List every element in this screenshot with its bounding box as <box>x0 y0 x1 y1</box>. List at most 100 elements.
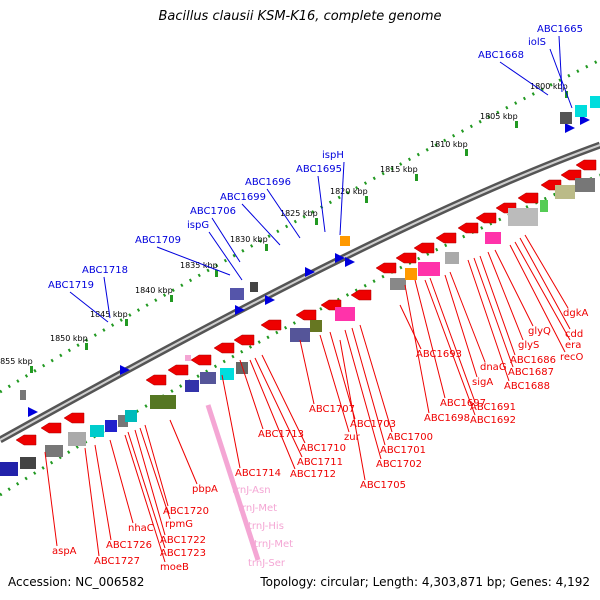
forward-gene-label: ABC1695 <box>296 164 342 175</box>
forward-gene-label: ispG <box>187 220 209 231</box>
reverse-gene-label: ABC1702 <box>376 459 422 470</box>
reverse-leader-line <box>239 359 264 430</box>
forward-gene-label: ABC1719 <box>48 280 94 291</box>
reverse-gene-label: ABC1703 <box>350 419 396 430</box>
feature-block <box>0 462 18 476</box>
forward-gene-arrow <box>305 267 315 277</box>
reverse-leader-line <box>144 424 169 507</box>
ruler-tick-label: 1800 kbp <box>530 82 568 91</box>
ruler-track: 1800 kbp 1805 kbp 1810 kbp 1815 kbp 1820 kbp… <box>0 58 600 394</box>
ruler-tick-label: 1810 kbp <box>430 140 468 149</box>
forward-leader-line <box>69 291 109 323</box>
feature-block <box>68 432 86 446</box>
feature-block <box>335 307 355 321</box>
reverse-leader-line <box>169 419 198 485</box>
reverse-gene-arrow <box>435 232 457 244</box>
reverse-leader-line <box>249 359 296 470</box>
feature-block <box>310 320 322 332</box>
reverse-gene-arrow <box>167 364 189 376</box>
reverse-leader-line <box>509 244 566 353</box>
forward-gene-label: ABC1696 <box>245 177 291 188</box>
reverse-gene-arrow <box>145 374 167 386</box>
reverse-leader-line <box>344 329 382 460</box>
reverse-gene-label: ABC1687 <box>508 367 554 378</box>
trna-connector <box>205 404 261 561</box>
reverse-gene-label: era <box>565 340 581 351</box>
reverse-leader-line <box>139 427 171 520</box>
reverse-gene-arrow <box>575 159 597 171</box>
reverse-gene-label: ABC1710 <box>300 443 346 454</box>
feature-block <box>575 105 587 117</box>
ruler-tick-mark <box>515 121 518 128</box>
feature-block <box>185 355 191 361</box>
reverse-leader-line <box>444 274 478 378</box>
reverse-leader-line <box>84 447 100 557</box>
feature-block <box>185 380 199 392</box>
reverse-gene-label: ABC1692 <box>470 415 516 426</box>
reverse-leader-line <box>261 354 306 444</box>
reverse-gene-label: ABC1705 <box>360 480 406 491</box>
reverse-gene-label: ABC1714 <box>235 468 281 479</box>
reverse-gene-label: recO <box>560 352 584 363</box>
ruler-tick-mark <box>365 196 368 203</box>
forward-gene-arrow <box>580 115 590 125</box>
feature-block <box>340 236 350 246</box>
ruler-tick-label: 1815 kbp <box>380 165 418 174</box>
reverse-gene-arrow <box>40 422 62 434</box>
reverse-gene-label: cdd <box>565 329 583 340</box>
forward-leader-line <box>103 276 111 319</box>
reverse-leader-line <box>399 304 422 350</box>
ruler-tick-label: 1820 kbp <box>330 187 368 196</box>
reverse-leader-line <box>339 339 366 481</box>
forward-gene-label: ABC1718 <box>82 265 128 276</box>
feature-block <box>230 288 244 300</box>
reverse-gene-arrow <box>190 354 212 366</box>
reverse-leader-line <box>109 439 134 524</box>
reverse-leader-line <box>494 249 534 327</box>
reverse-gene-label: ABC1723 <box>160 548 206 559</box>
feature-block <box>20 457 36 469</box>
ruler-tick-label: 1845 kbp <box>90 310 128 319</box>
reverse-gene-label: ABC1720 <box>163 506 209 517</box>
feature-block <box>125 410 137 422</box>
reverse-gene-label: ABC1707 <box>309 404 355 415</box>
reverse-gene-label: ABC1691 <box>470 402 516 413</box>
ruler-tick-label: 1850 kbp <box>50 334 88 343</box>
feature-block <box>200 372 216 384</box>
forward-gene-label: ABC1699 <box>220 192 266 203</box>
forward-leader-line <box>211 217 241 263</box>
forward-gene-arrow <box>235 305 245 315</box>
reverse-gene-label: ABC1701 <box>380 445 426 456</box>
accession-text: Accession: NC_006582 <box>8 575 145 589</box>
reverse-leader-line <box>414 279 446 399</box>
forward-leader-line <box>208 231 243 281</box>
forward-leader-line <box>156 246 231 276</box>
reverse-gene-arrow <box>295 309 317 321</box>
reverse-leader-line <box>473 257 514 368</box>
reverse-leader-line <box>479 255 516 356</box>
reverse-gene-arrow <box>517 192 539 204</box>
reverse-gene-arrow <box>213 342 235 354</box>
topology-summary: Topology: circular; Length: 4,303,871 bp… <box>260 575 590 589</box>
feature-block <box>575 178 595 192</box>
reverse-gene-arrow <box>260 319 282 331</box>
reverse-leader-line <box>329 331 356 420</box>
trna-gene-label: trnJ-Asn <box>232 485 271 496</box>
ruler-tick-mark <box>30 366 33 373</box>
reverse-leader-line <box>94 444 112 541</box>
forward-gene-arrow <box>565 123 575 133</box>
reverse-gene-arrow <box>395 252 417 264</box>
reverse-gene-arrow <box>457 222 479 234</box>
forward-gene-label: ABC1709 <box>135 235 181 246</box>
reverse-leader-line <box>351 327 386 446</box>
forward-gene-arrow <box>345 257 355 267</box>
reverse-gene-label: ABC1711 <box>297 457 343 468</box>
reverse-gene-label: ABC1688 <box>504 381 550 392</box>
feature-block <box>445 252 459 264</box>
reverse-gene-label: ABC1697 <box>440 398 486 409</box>
ruler-tick-label: 1835 kbp <box>180 261 218 270</box>
reverse-leader-line <box>127 431 166 549</box>
ruler-tick-label: 1855 kbp <box>0 357 33 366</box>
reverse-gene-label: nhaC <box>128 523 154 534</box>
forward-leader-line <box>317 175 326 233</box>
